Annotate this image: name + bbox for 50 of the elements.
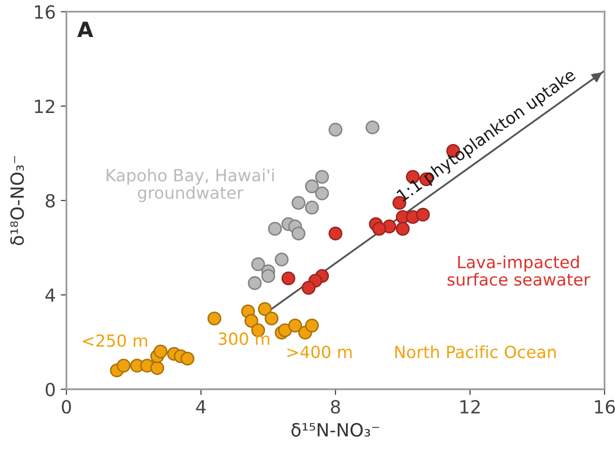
point [154,344,168,358]
point [305,318,319,332]
x-tick-label: 0 [62,400,71,414]
series-label: Kapoho Bay, Hawai'i groundwater [106,168,274,202]
x-tick-label: 4 [196,400,206,414]
point [372,222,386,236]
point [315,186,329,200]
point [180,352,194,366]
point [258,302,272,316]
y-tick-label: 0 [46,382,55,396]
y-tick-label: 12 [35,100,54,113]
x-tick-label: 8 [330,400,340,414]
point [396,222,410,236]
y-tick-label: 16 [35,5,55,19]
point [292,196,306,210]
point [288,318,302,332]
point [305,200,319,214]
point [328,122,342,137]
point [208,312,222,326]
point [244,314,258,328]
point [292,226,306,240]
y-tick-label: 8 [46,194,55,208]
annotation: North Pacific Ocean [395,345,556,358]
point [251,323,266,338]
chart-title: A [77,22,94,37]
point [251,257,266,272]
point [278,323,292,338]
series-label: 300 m [218,332,270,346]
point [264,312,278,326]
point [315,170,329,184]
x-axis-title: δ¹⁵N-NO₃⁻ [291,423,380,437]
series-label: <250 m [82,334,148,347]
y-tick-label: 4 [45,288,55,302]
point [116,358,130,373]
point [274,252,289,266]
point [248,276,262,290]
point [366,120,380,134]
text: Lava-impacted surface seawater [448,255,590,286]
x-tick-label: 16 [595,400,615,414]
point [416,208,430,222]
x-tick-label: 12 [460,400,480,414]
point [150,361,164,375]
point [261,269,276,283]
point [302,280,316,295]
point [281,271,296,286]
series-label: >400 m [287,346,352,358]
point [305,179,319,194]
point [268,222,282,236]
y-axis-title: δ¹⁸O-NO₃⁻ [10,156,24,246]
point [328,226,342,240]
